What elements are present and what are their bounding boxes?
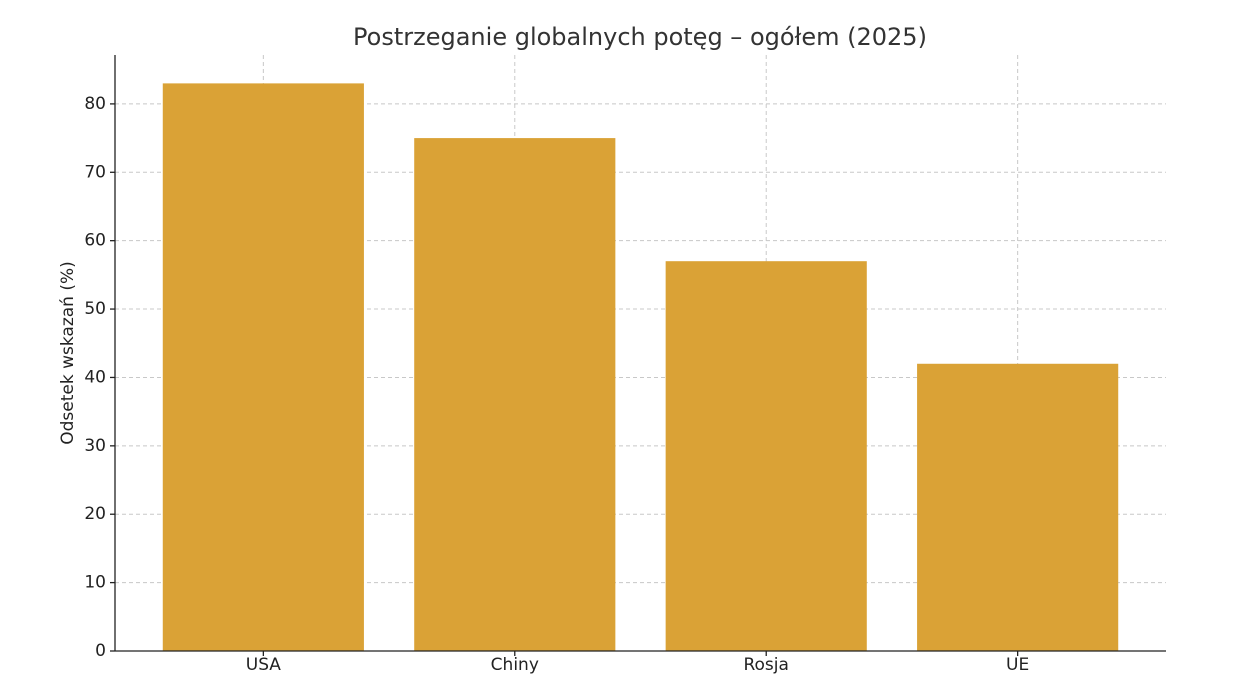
y-tick-label: 50 (84, 299, 106, 319)
y-tick-label: 40 (84, 367, 106, 387)
y-tick-label: 20 (84, 504, 106, 524)
y-tick-label: 60 (84, 231, 106, 251)
y-tick-label: 0 (95, 641, 106, 661)
x-tick-label: Rosja (743, 655, 788, 675)
y-tick-label: 10 (84, 573, 106, 593)
x-tick-label: Chiny (491, 655, 539, 675)
x-tick-label: USA (246, 655, 282, 675)
x-tick-label: UE (1006, 655, 1029, 675)
bar (665, 261, 867, 651)
y-tick-label: 30 (84, 436, 106, 456)
bar (917, 363, 1119, 651)
chart-title: Postrzeganie globalnych potęg – ogółem (… (353, 23, 927, 51)
y-tick-label: 80 (84, 94, 106, 114)
y-axis-label: Odsetek wskazań (%) (58, 261, 78, 445)
bar (414, 138, 616, 652)
y-tick-label: 70 (84, 162, 106, 182)
bar (162, 83, 364, 651)
